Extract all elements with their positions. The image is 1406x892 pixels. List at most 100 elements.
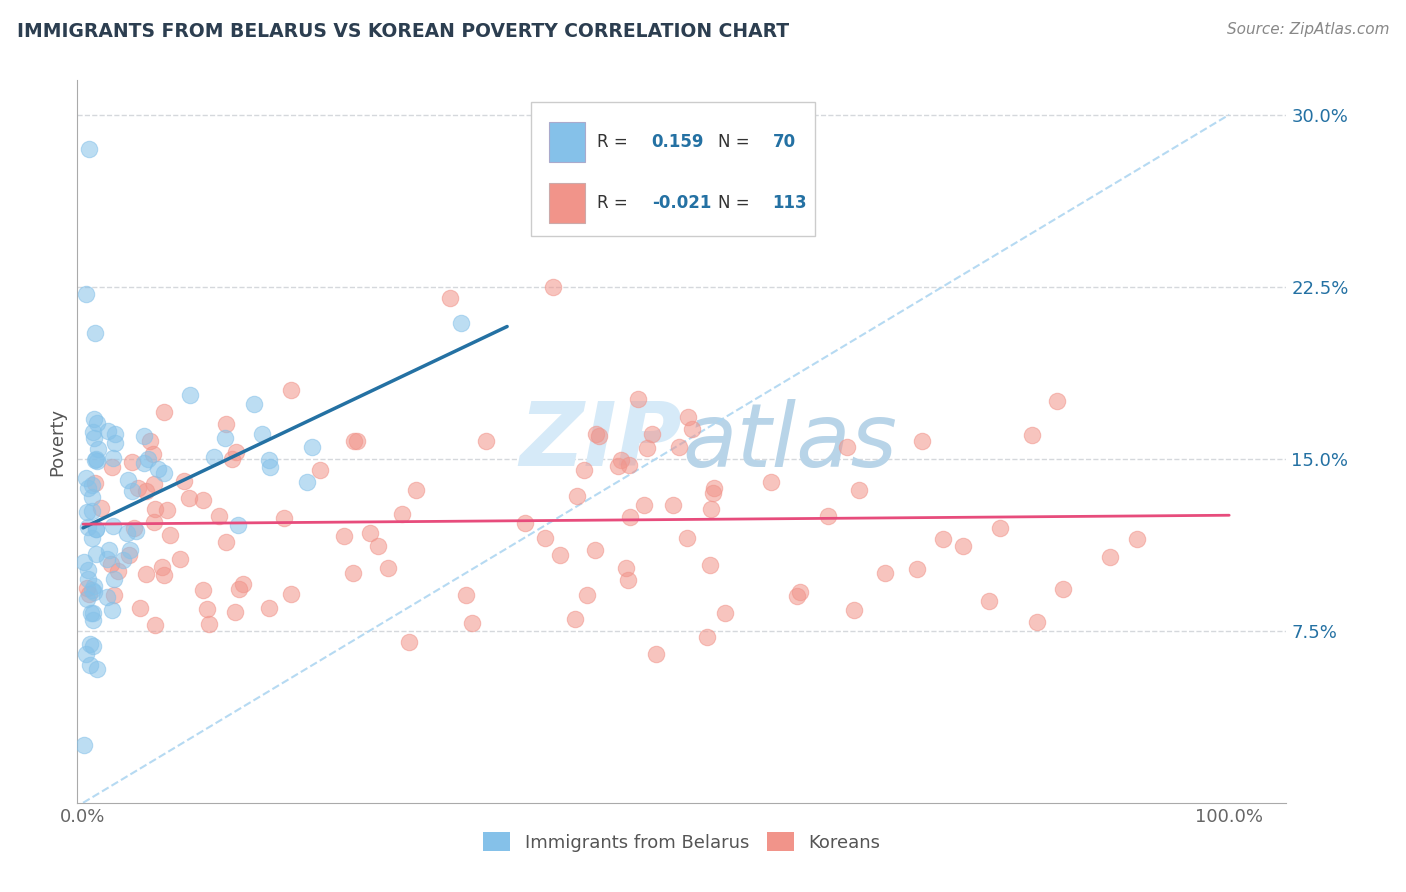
Text: N =: N = <box>718 194 755 212</box>
Point <box>911 434 934 448</box>
Point <box>83 579 105 593</box>
Point <box>232 577 254 591</box>
Point <box>84 453 107 467</box>
Point <box>97 425 120 439</box>
Text: 70: 70 <box>773 133 796 151</box>
Point <box>86 453 108 467</box>
Point <box>333 529 356 543</box>
Point <box>77 572 100 586</box>
Point <box>98 543 121 558</box>
Point <box>150 559 173 574</box>
Point <box>83 432 105 446</box>
Point <box>931 532 953 546</box>
Point <box>134 456 156 470</box>
Point <box>377 561 399 575</box>
Point <box>309 463 332 477</box>
Point <box>585 542 607 557</box>
Point <box>696 630 718 644</box>
Point <box>619 458 641 472</box>
Point <box>83 412 105 426</box>
Point <box>121 455 143 469</box>
Point <box>153 466 176 480</box>
Point <box>1026 615 1049 630</box>
Point <box>842 603 865 617</box>
Point <box>142 516 165 530</box>
Point <box>75 647 97 661</box>
Text: IMMIGRANTS FROM BELARUS VS KOREAN POVERTY CORRELATION CHART: IMMIGRANTS FROM BELARUS VS KOREAN POVERT… <box>17 22 789 41</box>
FancyBboxPatch shape <box>548 122 585 161</box>
Point <box>606 459 628 474</box>
Point <box>125 524 148 539</box>
Point <box>86 663 108 677</box>
Point <box>243 397 266 411</box>
Point <box>952 539 974 553</box>
Point <box>225 445 247 459</box>
Point <box>585 427 607 442</box>
Point <box>215 535 238 549</box>
Text: 113: 113 <box>773 194 807 212</box>
Point <box>76 582 98 596</box>
Point <box>614 560 637 574</box>
Text: atlas: atlas <box>682 399 897 484</box>
Point <box>699 558 721 573</box>
Point <box>159 528 181 542</box>
Point <box>143 617 166 632</box>
Point <box>662 498 685 512</box>
Point <box>588 429 610 443</box>
Y-axis label: Poverty: Poverty <box>48 408 66 475</box>
Point <box>645 647 668 661</box>
Point <box>1098 549 1121 564</box>
Point <box>548 548 571 562</box>
Point <box>259 459 281 474</box>
Point <box>564 612 586 626</box>
Point <box>977 594 1000 608</box>
Point <box>143 501 166 516</box>
Point <box>450 317 472 331</box>
Point <box>252 426 274 441</box>
Point <box>82 490 104 504</box>
Point <box>86 451 108 466</box>
Point <box>79 637 101 651</box>
Point <box>117 473 139 487</box>
Point <box>633 498 655 512</box>
Point <box>280 383 302 397</box>
Point <box>461 616 484 631</box>
Point <box>82 425 104 440</box>
Point <box>118 543 141 558</box>
Point <box>152 405 174 419</box>
Point <box>121 483 143 498</box>
Text: 0.159: 0.159 <box>652 133 704 151</box>
Point <box>208 509 231 524</box>
Point <box>80 477 103 491</box>
Text: ZIP: ZIP <box>519 398 682 485</box>
Point <box>77 142 100 156</box>
Point <box>129 601 152 615</box>
Point <box>101 603 124 617</box>
Point <box>988 520 1011 534</box>
Point <box>132 429 155 443</box>
Point <box>439 291 461 305</box>
Point <box>681 422 703 436</box>
Text: R =: R = <box>598 133 633 151</box>
Point <box>76 286 98 301</box>
FancyBboxPatch shape <box>531 102 815 235</box>
Point <box>391 507 413 521</box>
Point <box>676 410 699 425</box>
Point <box>273 511 295 525</box>
Point <box>83 584 105 599</box>
Point <box>87 442 110 456</box>
Point <box>76 505 98 519</box>
Point <box>703 481 725 495</box>
Point <box>759 475 782 489</box>
Point <box>346 434 368 448</box>
Point <box>73 739 96 753</box>
Point <box>565 489 588 503</box>
Point <box>789 585 811 599</box>
Point <box>835 440 858 454</box>
Point <box>574 463 596 477</box>
Text: -0.021: -0.021 <box>652 194 711 212</box>
Point <box>195 601 218 615</box>
Point <box>86 522 108 536</box>
Point <box>143 477 166 491</box>
Point <box>224 605 246 619</box>
